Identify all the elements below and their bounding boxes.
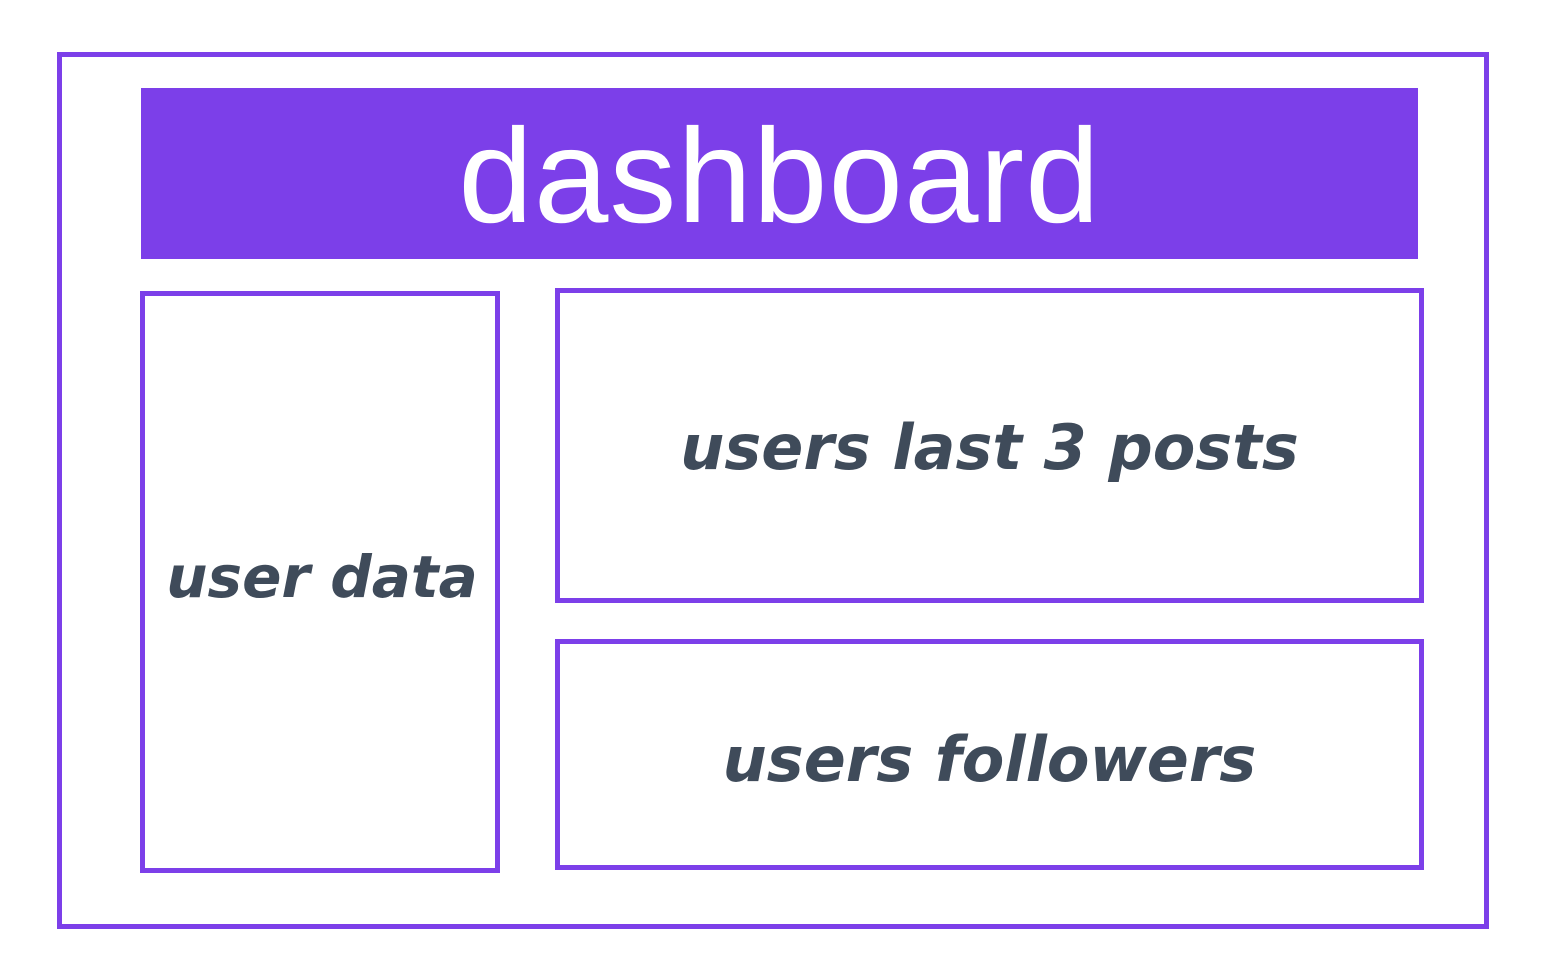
- followers-label: users followers: [722, 722, 1257, 796]
- dashboard-header: dashboard: [141, 88, 1418, 259]
- dashboard-title: dashboard: [458, 101, 1101, 251]
- last-posts-label: users last 3 posts: [680, 410, 1299, 484]
- followers-panel: users followers: [555, 639, 1424, 870]
- user-data-panel: user data: [140, 291, 500, 873]
- user-data-label: user data: [166, 543, 478, 611]
- last-posts-panel: users last 3 posts: [555, 288, 1424, 603]
